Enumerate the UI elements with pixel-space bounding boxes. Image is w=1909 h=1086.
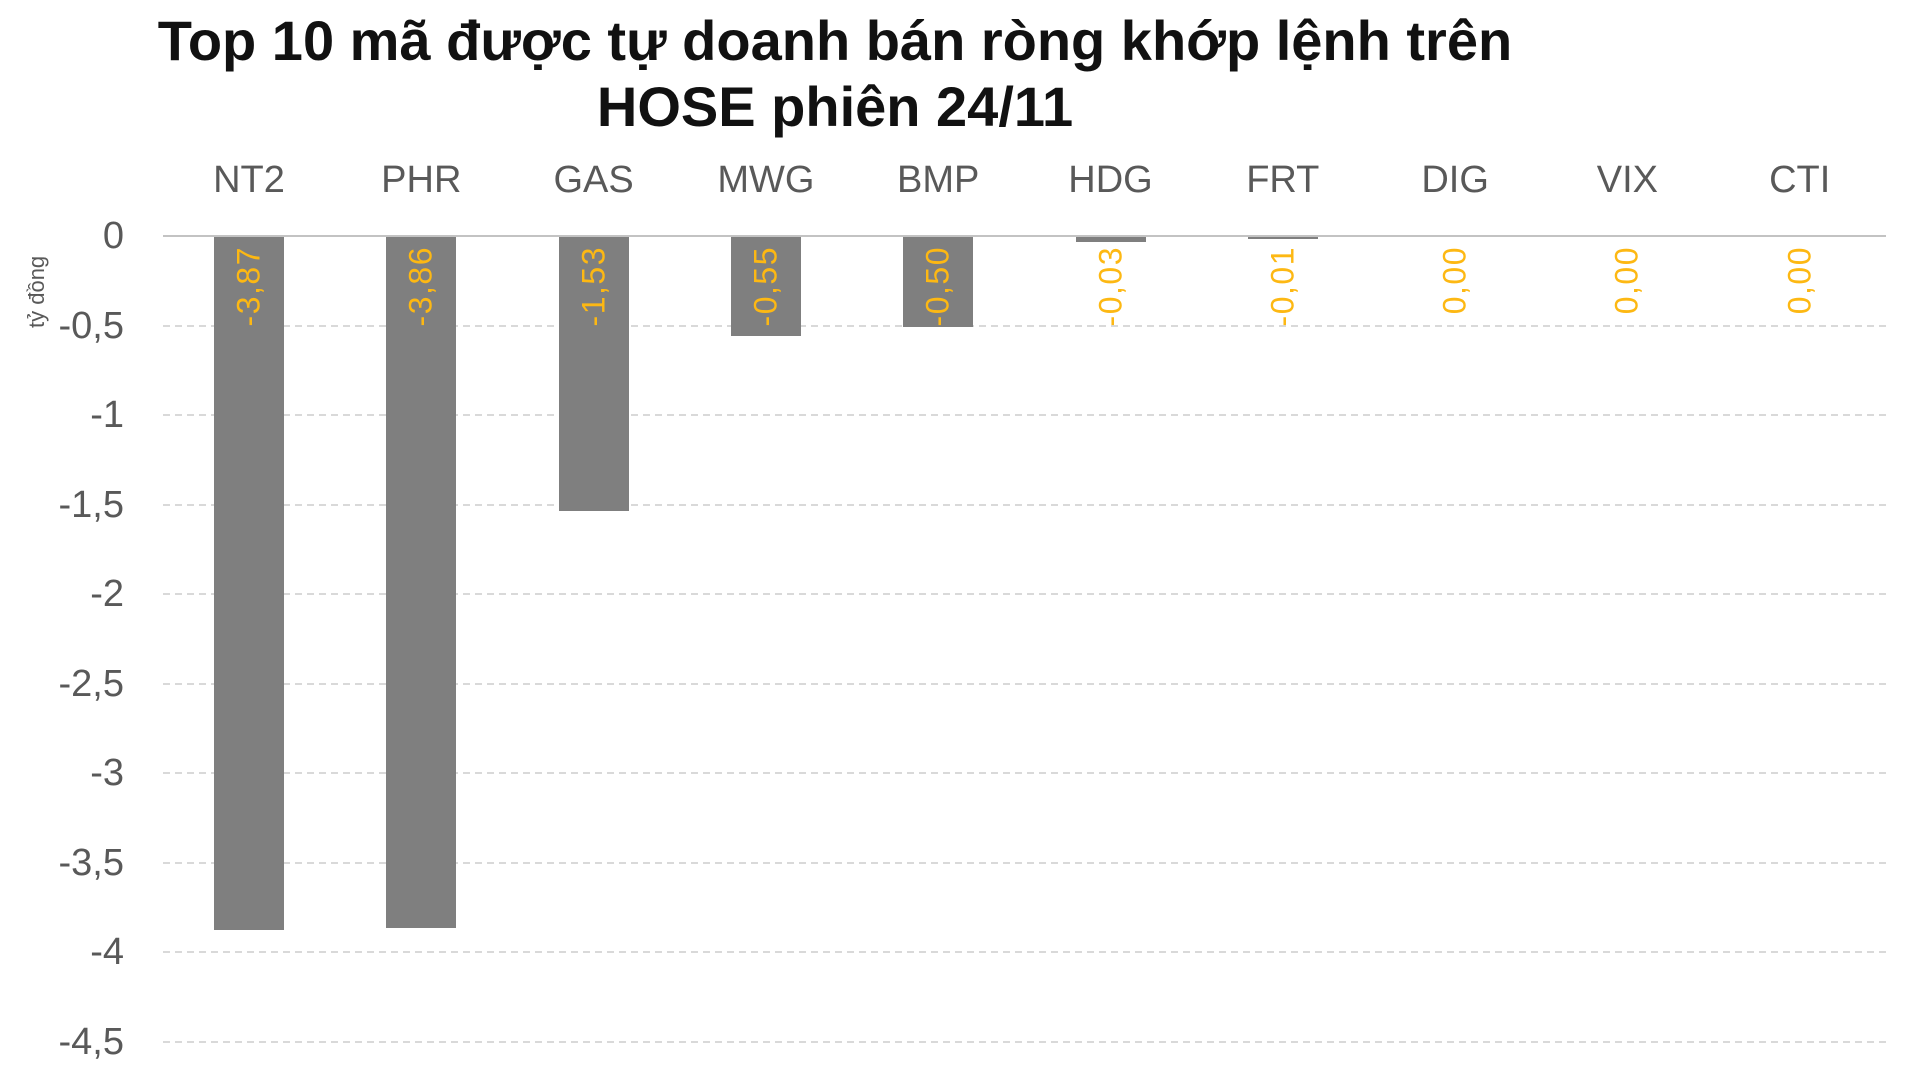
category-label-bmp: BMP <box>897 159 980 201</box>
category-label-gas: GAS <box>553 159 634 201</box>
bar-bmp <box>903 237 974 327</box>
y-tick-label: 0 <box>102 215 124 257</box>
chart-title-line2: HOSE phiên 24/11 <box>596 75 1074 138</box>
category-label-mwg: MWG <box>717 159 815 201</box>
bar-phr <box>386 237 457 928</box>
value-label-dig: 0,00 <box>1436 246 1473 315</box>
category-label-nt2: NT2 <box>213 159 285 201</box>
y-tick-label: -4 <box>90 931 124 974</box>
bar-hdg <box>1075 237 1146 242</box>
value-label-mwg: -0,55 <box>747 246 784 327</box>
category-label-hdg: HDG <box>1068 159 1153 201</box>
y-tick-label: -2,5 <box>58 662 124 705</box>
y-tick-label: -4,5 <box>58 1020 124 1063</box>
gridline <box>163 593 1886 596</box>
zero-axis-line <box>163 235 1886 237</box>
y-tick-label: -1,5 <box>58 483 124 526</box>
value-label-cti: 0,00 <box>1781 246 1818 315</box>
category-label-vix: VIX <box>1596 159 1659 201</box>
y-tick-label: -0,5 <box>58 304 124 347</box>
value-label-hdg: -0,03 <box>1092 246 1128 327</box>
bar-frt <box>1247 237 1318 239</box>
bar-nt2 <box>214 237 284 930</box>
y-tick-label: -3 <box>90 752 124 795</box>
gridline <box>163 682 1886 685</box>
bar-mwg <box>730 237 801 336</box>
bar-gas <box>558 237 629 511</box>
gridline <box>163 772 1886 775</box>
y-tick-label: -2 <box>90 573 124 616</box>
gridline <box>163 414 1886 417</box>
value-label-vix: 0,00 <box>1608 246 1645 315</box>
value-label-phr: -3,86 <box>402 246 439 327</box>
value-label-frt: -0,01 <box>1264 246 1301 327</box>
y-tick-label: -3,5 <box>58 841 124 884</box>
value-label-bmp: -0,50 <box>919 246 956 327</box>
gridline <box>163 861 1886 864</box>
category-label-frt: FRT <box>1246 159 1320 201</box>
gridline <box>163 503 1886 506</box>
gridline <box>163 324 1886 327</box>
category-label-dig: DIG <box>1421 159 1489 201</box>
chart-title: Top 10 mã được tự doanh bán ròng khớp lệ… <box>0 8 1670 140</box>
chart-title-line1: Top 10 mã được tự doanh bán ròng khớp lệ… <box>157 9 1513 72</box>
gridline <box>163 951 1886 954</box>
value-label-gas: -1,53 <box>575 246 612 327</box>
value-label-nt2: -3,87 <box>230 246 267 327</box>
category-label-cti: CTI <box>1769 159 1831 201</box>
category-label-phr: PHR <box>381 159 462 201</box>
gridline <box>163 1040 1886 1043</box>
y-tick-label: -1 <box>90 394 124 437</box>
